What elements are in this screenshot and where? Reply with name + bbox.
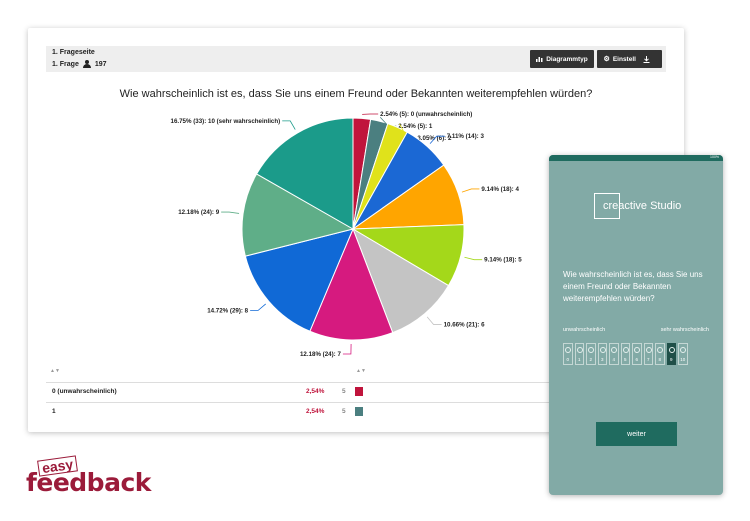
pie-data-label: 9.14% (18): 4 — [481, 186, 519, 193]
row-percent: 2,54% — [306, 408, 325, 415]
pie-data-label: 9.14% (18): 5 — [484, 257, 522, 264]
rating-option[interactable]: 10 — [678, 343, 688, 365]
respondent-count: 197 — [94, 60, 107, 68]
page-label: 1. Frageseite — [52, 49, 95, 56]
radio-circle-icon — [645, 347, 652, 353]
rating-option[interactable]: 2 — [586, 343, 596, 365]
results-table: ▲▼ ▲▼ 0 (unwahrscheinlich) 2,54% 5 1 2,5… — [46, 366, 666, 416]
scale-low-label: unwahrscheinlich — [563, 327, 606, 333]
pie-label-line — [221, 211, 240, 214]
radio-circle-icon — [576, 347, 583, 353]
row-count: 5 — [342, 388, 346, 395]
question-info: 1. Frage 197 — [52, 60, 107, 68]
radio-circle-icon — [668, 347, 675, 353]
status-bar: 100% — [549, 155, 723, 161]
logo-box — [594, 193, 620, 219]
pie-data-label: 2.54% (5): 1 — [398, 123, 433, 130]
row-swatch — [355, 387, 363, 396]
rating-option-number: 4 — [612, 357, 615, 362]
bar-chart-icon — [536, 57, 543, 62]
row-swatch — [355, 407, 363, 416]
pie-data-label: 16.75% (33): 10 (sehr wahrscheinlich) — [171, 118, 281, 125]
rating-option-number: 1 — [577, 357, 581, 362]
pie-slice[interactable] — [309, 227, 394, 341]
gear-icon: ⚙ — [603, 56, 610, 63]
rating-option-number: 2 — [589, 357, 592, 362]
radio-circle-icon — [588, 347, 595, 353]
chart-type-label: Diagrammtyp — [546, 55, 588, 63]
rating-option-number: 7 — [646, 357, 650, 362]
pie-label-line — [426, 316, 442, 325]
rating-option-number: 0 — [566, 357, 569, 362]
sort-icon[interactable]: ▲▼ — [50, 368, 60, 374]
pie-data-label: 2.54% (5): 0 (unwahrscheinlich) — [380, 111, 472, 118]
rating-option[interactable]: 9 — [666, 343, 676, 365]
pie-slice[interactable] — [244, 228, 354, 332]
radio-circle-icon — [634, 347, 641, 353]
toolbar: 1. Frageseite 1. Frage 197 Diagrammtyp ⚙… — [46, 46, 666, 72]
rating-scale: 0 1 2 3 4 5 6 7 8 9 10 — [563, 343, 688, 365]
row-percent: 2,54% — [306, 388, 325, 395]
download-button[interactable] — [636, 50, 656, 68]
pie-label-line — [342, 343, 352, 355]
pie-data-label: 7.11% (14): 3 — [447, 133, 485, 140]
battery-status: 100% — [710, 155, 719, 159]
rating-option-number: 9 — [669, 357, 673, 362]
radio-circle-icon — [611, 347, 618, 353]
rating-option[interactable]: 4 — [609, 343, 619, 365]
pie-label-line — [464, 256, 483, 261]
creactive-logo: creactive Studio — [594, 193, 681, 219]
table-row: 0 (unwahrscheinlich) 2,54% 5 — [46, 382, 666, 401]
radio-circle-icon — [657, 347, 664, 353]
pie-label-line — [429, 135, 445, 144]
scale-high-label: sehr wahrscheinlich — [660, 327, 709, 333]
pie-label-line — [461, 188, 480, 193]
rating-option[interactable]: 1 — [574, 343, 584, 365]
rating-option[interactable]: 0 — [563, 343, 573, 365]
radio-circle-icon — [599, 347, 606, 353]
download-icon — [643, 55, 649, 63]
row-count: 5 — [342, 408, 346, 415]
sort-row: ▲▼ ▲▼ — [46, 366, 666, 380]
rating-option[interactable]: 3 — [597, 343, 607, 365]
chart-title: Wie wahrscheinlich ist es, dass Sie uns … — [119, 88, 593, 100]
survey-question: Wie wahrscheinlich ist es, dass Sie uns … — [563, 270, 703, 303]
radio-circle-icon — [622, 347, 629, 353]
next-button[interactable]: weiter — [596, 422, 677, 446]
rating-option[interactable]: 8 — [655, 343, 665, 365]
logo-text: creactive Studio — [603, 200, 682, 212]
question-label: 1. Frage — [52, 60, 79, 68]
pie-data-label: 14.72% (29): 8 — [207, 307, 248, 314]
radio-circle-icon — [680, 347, 687, 353]
settings-label: Einstellungen — [612, 55, 656, 63]
user-icon — [82, 60, 91, 68]
rating-option-number: 10 — [680, 357, 686, 362]
pie-data-label: 12.18% (24): 9 — [178, 209, 219, 216]
pie-slice[interactable] — [352, 227, 450, 334]
pie-slice[interactable] — [255, 117, 354, 230]
sort-icon[interactable]: ▲▼ — [356, 368, 366, 374]
radio-circle-icon — [565, 347, 572, 353]
pie-slice[interactable] — [241, 173, 355, 257]
pie-label-line — [282, 120, 296, 130]
rating-option-number: 3 — [600, 357, 604, 362]
pie-label-line — [250, 303, 266, 311]
pie-chart: 2.54% (5): 0 (unwahrscheinlich) 2.54% (5)… — [171, 111, 523, 358]
row-label: 0 (unwahrscheinlich) — [52, 388, 117, 395]
pie-data-label: 12.18% (24): 7 — [300, 351, 341, 358]
rating-option[interactable]: 7 — [643, 343, 653, 365]
mobile-survey-preview: 100% creactive Studio Wie wahrscheinlich… — [549, 155, 723, 495]
rating-option[interactable]: 5 — [620, 343, 630, 365]
rating-option-number: 8 — [658, 357, 661, 362]
table-row: 1 2,54% 5 — [46, 402, 666, 421]
chart-type-button[interactable]: Diagrammtyp — [530, 50, 594, 68]
pie-data-label: 10.66% (21): 6 — [444, 322, 485, 329]
row-label: 1 — [52, 408, 56, 415]
rating-option[interactable]: 6 — [632, 343, 642, 365]
rating-option-number: 6 — [635, 357, 638, 362]
rating-option-number: 5 — [623, 357, 627, 362]
